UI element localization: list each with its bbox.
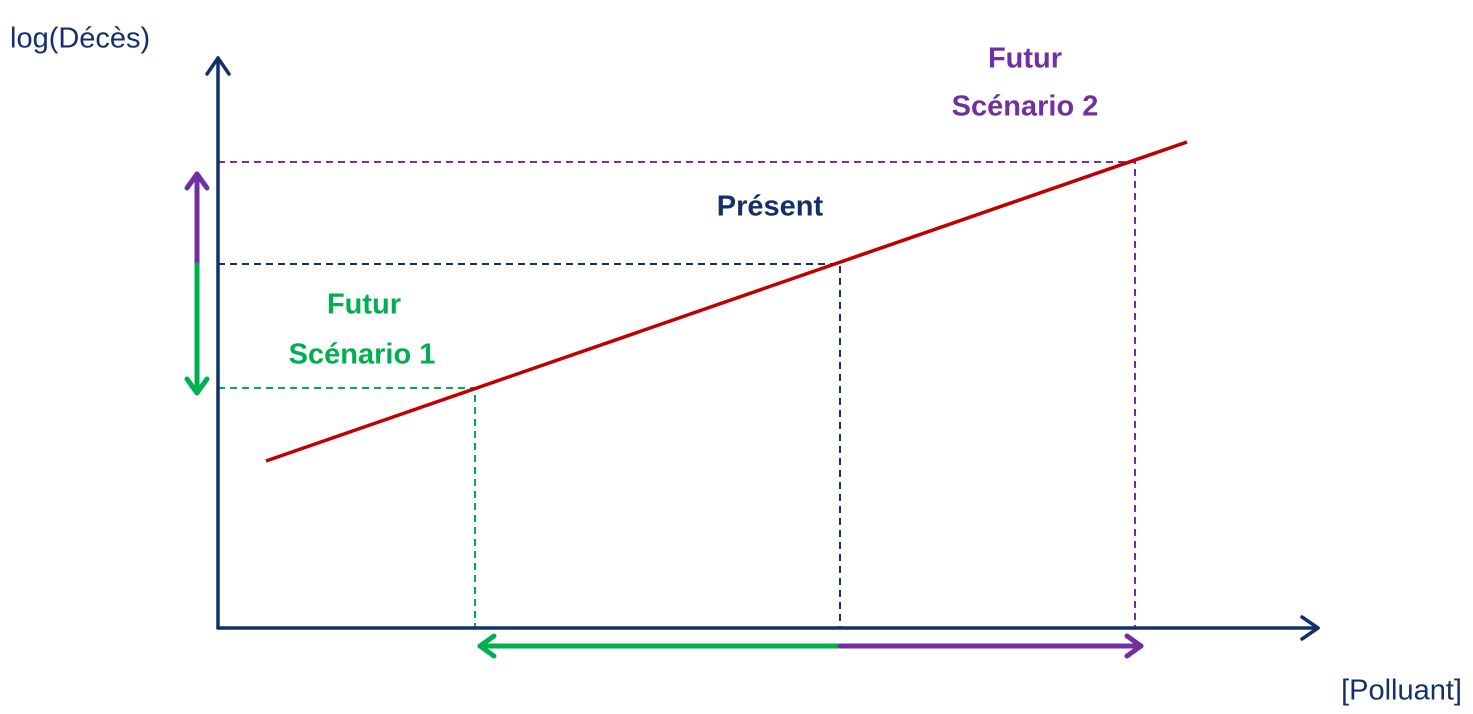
- present-label: Présent: [717, 191, 824, 223]
- vertical-change-arrow: [184, 171, 210, 396]
- response-line: [265, 140, 1188, 463]
- x-axis-label: [Polluant]: [1341, 675, 1462, 707]
- y-axis-label: log(Décès): [10, 23, 150, 55]
- axes: [205, 56, 1320, 641]
- present-guide: [218, 263, 841, 628]
- x-axis-arrowhead: [1300, 615, 1320, 641]
- scenario-2-guide: [218, 161, 1136, 628]
- scenario-1-subtitle: Scénario 1: [289, 339, 436, 371]
- y-axis-arrowhead: [205, 56, 231, 76]
- scenario-2-title: Futur: [988, 43, 1062, 75]
- scenario-2-subtitle: Scénario 2: [952, 91, 1099, 123]
- increase-arrowhead: [184, 171, 210, 191]
- scenario-1-title: Futur: [327, 289, 401, 321]
- rise-arrowhead: [1124, 633, 1144, 659]
- scenario-1-guide: [218, 387, 476, 628]
- decrease-arrowhead: [184, 376, 210, 396]
- reduction-arrowhead: [477, 633, 497, 659]
- guide-lines: [218, 161, 1136, 628]
- horizontal-change-arrow: [477, 633, 1144, 659]
